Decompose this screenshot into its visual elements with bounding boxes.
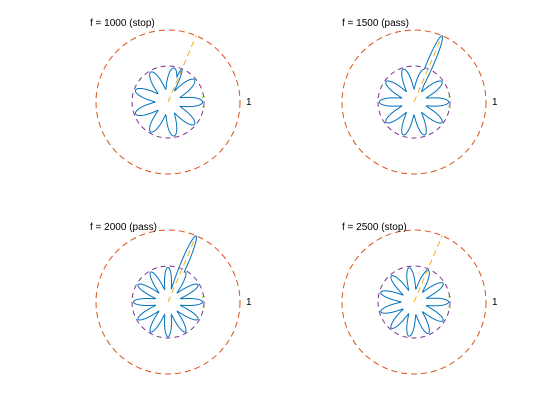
polar-panel: f = 1500 (pass) 1 (341, 18, 498, 175)
inner-reference-circle (131, 65, 205, 139)
panel-title: f = 2500 (stop) (342, 222, 407, 233)
outer-reference-circle (341, 229, 487, 375)
beam-pattern-line (378, 35, 450, 136)
polar-panel: f = 2000 (pass) 1 (90, 222, 252, 375)
outer-reference-circle (95, 229, 241, 375)
panel-title: f = 1500 (pass) (342, 18, 409, 29)
outer-reference-circle (95, 29, 241, 175)
beam-pattern-line (380, 267, 450, 337)
inner-reference-circle (377, 65, 451, 139)
radius-tick-label: 1 (246, 97, 252, 108)
outer-reference-circle (341, 29, 487, 175)
panel-title: f = 2000 (pass) (90, 222, 157, 233)
panel-title: f = 1000 (stop) (90, 18, 155, 29)
beam-pattern-line (132, 235, 204, 338)
polar-panel: f = 2500 (stop) 1 (341, 222, 498, 375)
radius-tick-label: 1 (246, 297, 252, 308)
radius-tick-label: 1 (492, 97, 498, 108)
beam-pattern-line (134, 67, 204, 137)
inner-reference-circle (131, 265, 205, 339)
steering-direction-line (413, 35, 443, 103)
polar-panel: f = 1000 (stop) 1 (90, 18, 252, 175)
inner-reference-circle (377, 265, 451, 339)
radius-tick-label: 1 (492, 297, 498, 308)
